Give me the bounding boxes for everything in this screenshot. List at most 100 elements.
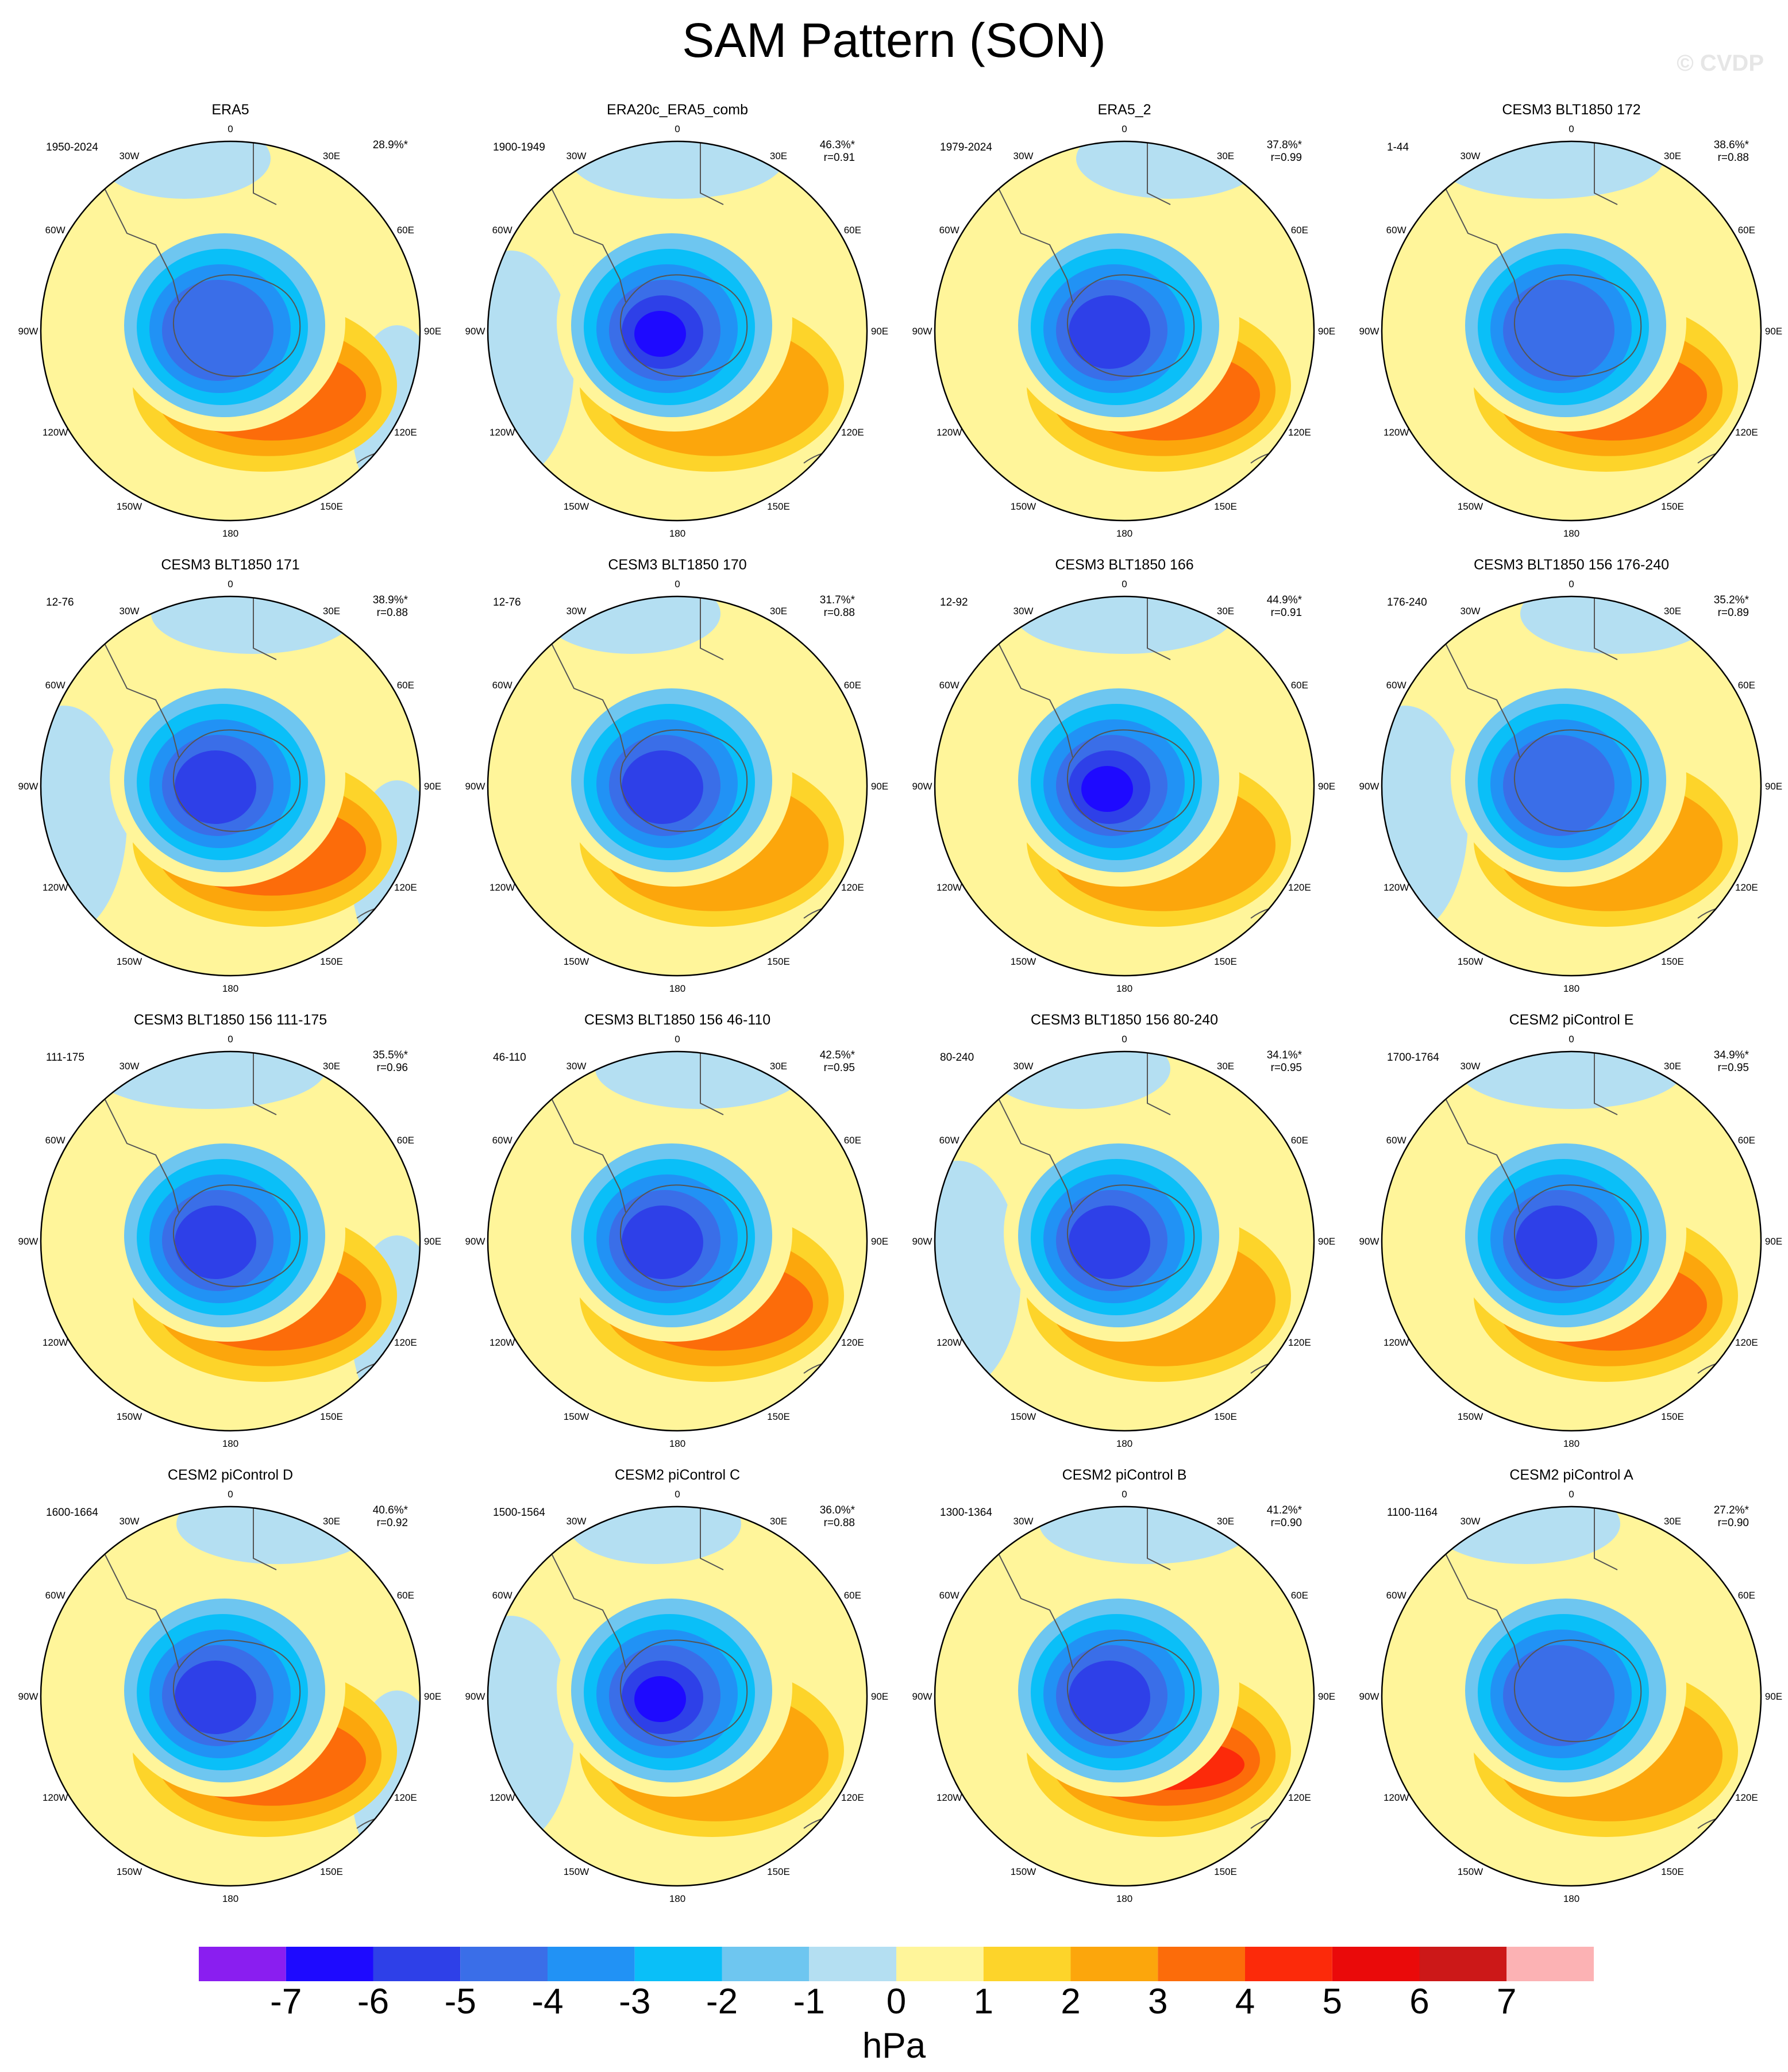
map-border [40,1505,421,1887]
longitude-label: 90E [424,781,441,792]
longitude-label: 120W [937,1337,962,1348]
longitude-label: 60W [45,1135,65,1146]
polar-map: 0 30E 60E 90E 120E 150E 180 150W 120W 90W 60W 30W [465,124,889,539]
south-america-coastline [1427,1062,1520,1213]
negative-anomaly-contour [175,1206,256,1279]
colorbar-tick-label: 4 [1235,1982,1255,2021]
longitude-label: 60E [844,1590,861,1601]
longitude-label: 30W [1014,606,1034,617]
longitude-label: 30W [1014,1061,1034,1072]
longitude-label: 90W [912,781,932,792]
longitude-label: 30E [1664,151,1681,161]
pattern-correlation: r=0.92 [376,1517,408,1529]
longitude-label: 30E [1664,606,1681,617]
longitude-label: 150E [320,956,343,967]
longitude-label: 90W [18,326,38,337]
variance-explained: 38.9%* [372,594,408,606]
polar-map: 0 30E 60E 90E 120E 150E 180 150W 120W 90W 60W 30W [1359,1034,1783,1449]
longitude-label: 90E [1765,1691,1782,1702]
panel-title: ERA20c_ERA5_comb [607,102,748,118]
colorbar-swatch [199,1947,286,1981]
negative-anomaly-contour [634,311,686,357]
longitude-label: 150E [1214,1411,1237,1422]
africa-coastline [253,141,277,205]
longitude-label: 120W [43,1337,68,1348]
longitude-label: 150E [1661,956,1684,967]
longitude-label: 60E [1291,1590,1308,1601]
negative-anomaly-patch [1520,596,1714,654]
longitude-label: 90W [465,1236,485,1247]
longitude-label: 0 [1122,124,1127,134]
longitude-label: 180 [1563,983,1579,994]
longitude-label: 150W [564,956,589,967]
panel-title: ERA5 [211,102,249,118]
antarctica-coastline [1513,1184,1642,1287]
map-border [934,1050,1315,1432]
antarctica-coastline [172,1639,301,1742]
longitude-label: 0 [1569,124,1574,134]
variance-explained: 34.9%* [1713,1049,1749,1061]
panel-years: 1300-1364 [940,1507,992,1519]
negative-anomaly-contour [1069,1206,1150,1279]
panel-stats: 31.7%* r=0.88 [774,594,855,619]
map-panel: CESM2 piControl A 0 30E 60E 90E 120E 150E 180 15… [1348,1466,1788,1920]
map-panel: CESM2 piControl D 0 30E 60E 90E 120E 150E 180 15… [7,1466,454,1920]
longitude-label: 30W [1461,151,1481,161]
longitude-label: 30W [1461,1516,1481,1527]
colorbar-tick-label: 2 [1061,1982,1081,2021]
panel-years: 46-110 [493,1052,526,1064]
longitude-label: 180 [669,528,685,539]
panel-stats: 28.9%* [327,139,408,152]
colorbar-swatch [548,1947,635,1981]
longitude-label: 120E [394,427,417,438]
longitude-label: 0 [1122,1034,1127,1045]
longitude-label: 30W [120,1516,140,1527]
negative-anomaly-patch [1382,706,1468,935]
panel-title: CESM3 BLT1850 156 111-175 [133,1012,327,1028]
longitude-label: 0 [1569,1489,1574,1500]
longitude-label: 180 [1116,528,1132,539]
longitude-label: 90W [912,326,932,337]
longitude-label: 90W [1359,326,1379,337]
panel-years: 1700-1764 [1387,1052,1439,1064]
antarctica-coastline [172,274,301,377]
longitude-label: 120E [394,882,417,893]
map-panel: CESM3 BLT1850 170 0 30E 60E 90E 120E 150E 180 15… [454,556,901,1010]
south-america-coastline [86,1518,179,1668]
longitude-label: 120W [937,427,962,438]
colorbar-swatch [1332,1947,1420,1981]
africa-coastline [253,1052,277,1115]
south-america-coastline [533,1518,626,1668]
longitude-label: 90E [1318,326,1335,337]
longitude-label: 60E [1291,680,1308,691]
africa-coastline [1594,596,1618,660]
longitude-label: 150W [117,1866,142,1877]
panel-years: 111-175 [46,1052,84,1064]
africa-coastline [1147,141,1171,205]
negative-anomaly-contour [1069,1661,1150,1734]
africa-coastline [1147,596,1171,660]
antarctica-coastline [619,1639,748,1742]
map-border [934,140,1315,522]
panel-years: 1500-1564 [493,1507,545,1519]
map-border [934,1505,1315,1887]
colorbar-tick-label: -2 [706,1982,738,2021]
panel-stats: 38.6%* r=0.88 [1668,139,1749,164]
longitude-label: 90W [912,1236,932,1247]
longitude-label: 150E [767,501,790,512]
panel-years: 1-44 [1387,141,1409,153]
map-border [1381,1505,1762,1887]
map-border [487,595,868,977]
map-panel: ERA20c_ERA5_comb 0 30E 60E 90E 120E 150E 180 150… [454,101,901,555]
pattern-correlation: r=0.88 [823,1517,855,1529]
longitude-label: 30E [1217,1516,1234,1527]
longitude-label: 150W [1011,501,1036,512]
negative-anomaly-contour [1503,280,1614,381]
longitude-label: 60E [1291,225,1308,236]
panel-stats: 41.2%* r=0.90 [1221,1504,1302,1530]
panel-years: 12-76 [46,596,74,608]
longitude-label: 90E [1318,781,1335,792]
antarctica-coastline [172,1184,301,1287]
longitude-label: 60W [1386,680,1406,691]
pattern-correlation: r=0.96 [376,1062,408,1074]
